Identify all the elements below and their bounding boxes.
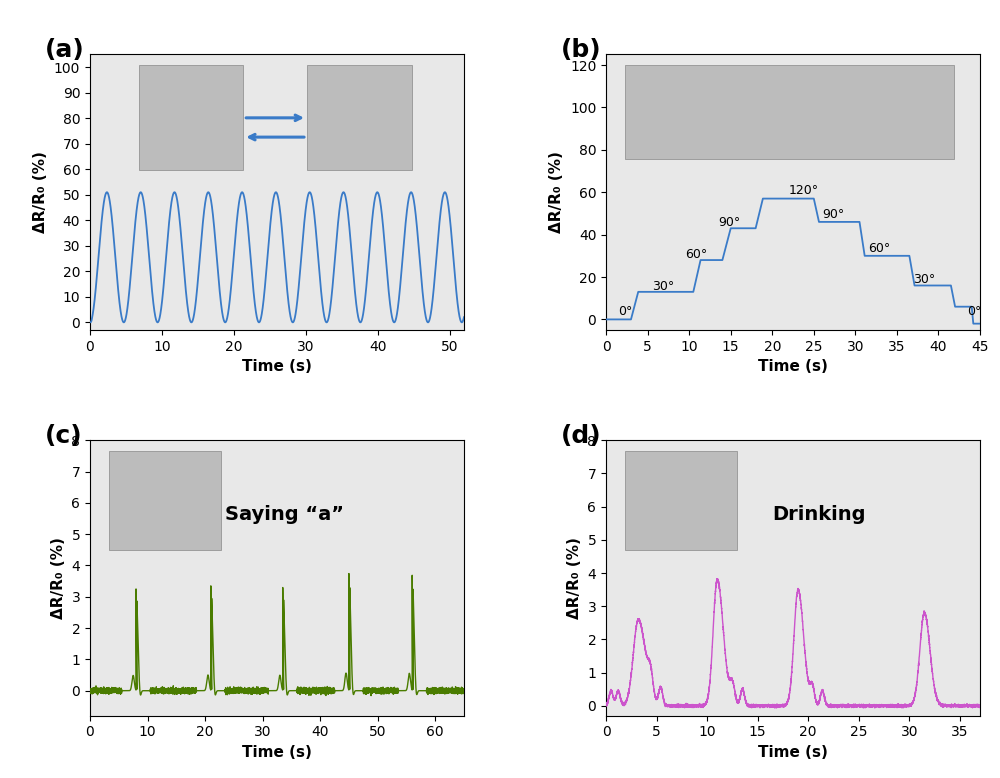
Text: (c): (c) bbox=[45, 424, 83, 447]
Text: 90°: 90° bbox=[822, 208, 844, 221]
Text: 30°: 30° bbox=[914, 273, 936, 286]
Text: 0°: 0° bbox=[619, 305, 633, 318]
Y-axis label: ΔR/R₀ (%): ΔR/R₀ (%) bbox=[549, 151, 564, 233]
Text: 30°: 30° bbox=[652, 280, 674, 293]
Y-axis label: ΔR/R₀ (%): ΔR/R₀ (%) bbox=[33, 151, 48, 233]
Y-axis label: ΔR/R₀ (%): ΔR/R₀ (%) bbox=[567, 537, 582, 619]
Text: 120°: 120° bbox=[789, 184, 819, 198]
Text: 60°: 60° bbox=[868, 242, 890, 254]
X-axis label: Time (s): Time (s) bbox=[758, 745, 828, 760]
FancyBboxPatch shape bbox=[139, 65, 243, 170]
Text: (d): (d) bbox=[561, 424, 602, 447]
Text: (a): (a) bbox=[45, 38, 85, 62]
Text: 0°: 0° bbox=[968, 305, 982, 318]
Text: 60°: 60° bbox=[685, 248, 707, 261]
Text: (b): (b) bbox=[561, 38, 602, 62]
FancyBboxPatch shape bbox=[625, 65, 954, 159]
X-axis label: Time (s): Time (s) bbox=[758, 359, 828, 374]
Text: 90°: 90° bbox=[718, 216, 740, 230]
Text: Saying “a”: Saying “a” bbox=[225, 505, 344, 524]
FancyBboxPatch shape bbox=[625, 451, 737, 551]
Y-axis label: ΔR/R₀ (%): ΔR/R₀ (%) bbox=[51, 537, 66, 619]
X-axis label: Time (s): Time (s) bbox=[242, 359, 312, 374]
FancyBboxPatch shape bbox=[307, 65, 412, 170]
FancyBboxPatch shape bbox=[109, 451, 221, 551]
X-axis label: Time (s): Time (s) bbox=[242, 745, 312, 760]
Text: Drinking: Drinking bbox=[772, 505, 866, 524]
